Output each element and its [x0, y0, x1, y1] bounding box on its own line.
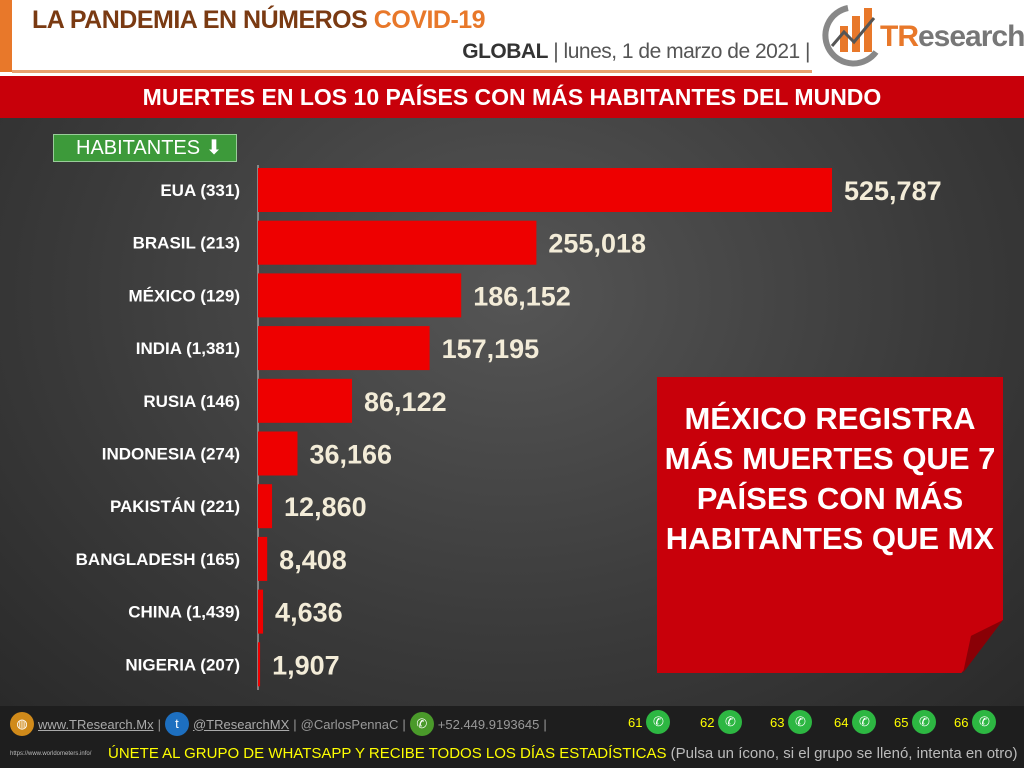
category-label: MÉXICO (129) — [129, 286, 240, 305]
subtitle: GLOBAL | lunes, 1 de marzo de 2021 | — [462, 40, 810, 63]
callout-box: MÉXICO REGISTRA MÁS MUERTES QUE 7 PAÍSES… — [657, 377, 1003, 673]
phone-icon: ✆ — [409, 712, 434, 736]
chart-banner: MUERTES EN LOS 10 PAÍSES CON MÁS HABITAN… — [0, 76, 1024, 118]
data-label: 525,787 — [844, 176, 942, 206]
arrow-down-icon: ⬇ — [205, 137, 223, 159]
sort-label: HABITANTES ⬇ — [53, 134, 237, 162]
bar — [258, 536, 268, 581]
bar — [258, 273, 462, 318]
logo-chart-icon — [822, 5, 879, 67]
whatsapp-group-61[interactable]: 61 ✆ — [628, 710, 671, 734]
bar — [258, 431, 298, 476]
data-label: 157,195 — [442, 334, 540, 364]
data-label: 255,018 — [548, 229, 646, 259]
footer: ◍ www.TResearch.Mx | t @TResearchMX | @C… — [0, 706, 1024, 768]
whatsapp-group-66[interactable]: 66 ✆ — [954, 710, 997, 734]
category-label: CHINA (1,439) — [128, 603, 240, 622]
bar — [258, 326, 430, 371]
category-label: EUA (331) — [160, 181, 240, 200]
twitter-icon[interactable]: t — [164, 712, 189, 736]
bar — [258, 484, 273, 529]
bar — [258, 168, 832, 212]
whatsapp-group-65[interactable]: 65 ✆ — [894, 710, 937, 734]
whatsapp-group-63[interactable]: 63 ✆ — [770, 710, 813, 734]
tresearch-logo: TResearch — [818, 2, 1024, 70]
whatsapp-icon[interactable]: ✆ — [646, 710, 671, 734]
source-url[interactable]: https://www.worldometers.info/ — [10, 751, 92, 757]
category-label: INDONESIA (274) — [102, 445, 240, 464]
whatsapp-icon[interactable]: ✆ — [788, 710, 813, 734]
bar — [258, 220, 537, 265]
data-label: 8,408 — [279, 545, 347, 575]
bar-chart: EUA (331) 525,787 BRASIL (213) 255,018 MÉXIC… — [76, 165, 942, 690]
whatsapp-group-64[interactable]: 64 ✆ — [834, 710, 877, 734]
category-label: PAKISTÁN (221) — [110, 497, 240, 516]
data-label: 36,166 — [309, 440, 392, 470]
category-label: INDIA (1,381) — [136, 339, 240, 358]
bar — [258, 642, 261, 687]
category-label: BANGLADESH (165) — [76, 550, 240, 569]
whatsapp-cta: ÚNETE AL GRUPO DE WHATSAPP Y RECIBE TODO… — [108, 745, 1018, 762]
whatsapp-icon[interactable]: ✆ — [718, 710, 743, 734]
accent-bar — [0, 0, 12, 72]
twitter-link[interactable]: @TResearchMX — [192, 716, 290, 732]
data-label: 1,907 — [272, 650, 340, 680]
data-label: 4,636 — [275, 598, 343, 628]
category-label: NIGERIA (207) — [125, 655, 240, 674]
header-divider — [12, 70, 812, 73]
globe-icon: ◍ — [10, 712, 34, 736]
category-label: RUSIA (146) — [143, 392, 240, 411]
website-link[interactable]: www.TResearch.Mx — [38, 716, 154, 732]
whatsapp-group-62[interactable]: 62 ✆ — [700, 710, 743, 734]
bar — [258, 589, 264, 634]
data-label: 186,152 — [473, 281, 571, 311]
whatsapp-icon[interactable]: ✆ — [972, 710, 997, 734]
whatsapp-icon[interactable]: ✆ — [912, 710, 937, 734]
whatsapp-icon[interactable]: ✆ — [852, 710, 877, 734]
data-label: 12,860 — [284, 492, 367, 522]
personal-handle: @CarlosPennaC — [300, 716, 399, 732]
page-title: LA PANDEMIA EN NÚMEROS COVID-19 — [32, 6, 486, 34]
bar — [258, 378, 353, 423]
header: LA PANDEMIA EN NÚMEROS COVID-19 GLOBAL |… — [0, 0, 1024, 74]
data-label: 86,122 — [364, 387, 447, 417]
category-label: BRASIL (213) — [133, 234, 240, 253]
phone-number: +52.449.9193645 — [437, 716, 540, 732]
